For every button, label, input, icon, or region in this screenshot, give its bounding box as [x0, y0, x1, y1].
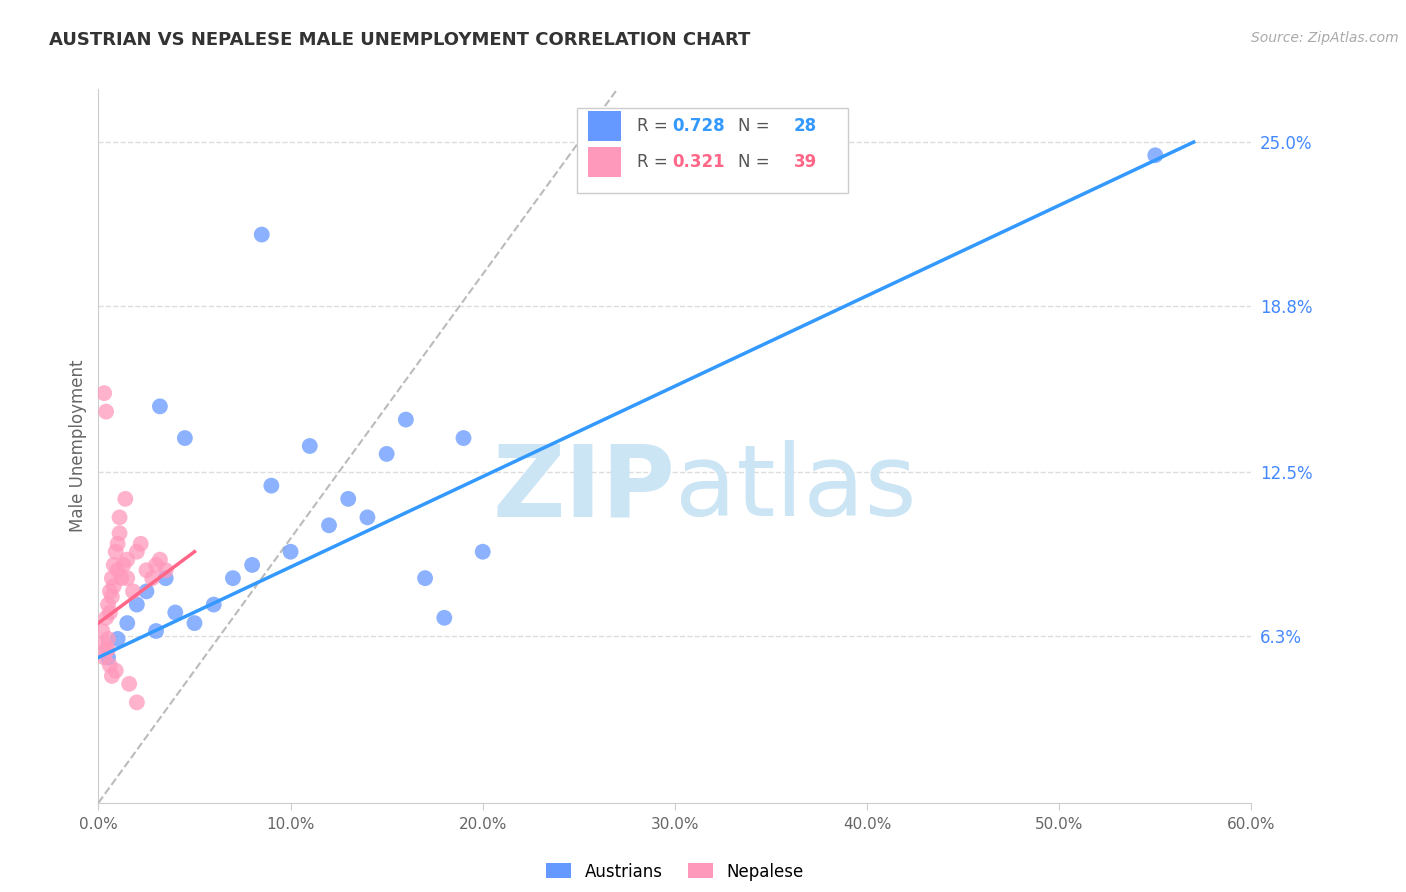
Point — [260, 478, 283, 492]
Point — [97, 650, 120, 665]
Text: Source: ZipAtlas.com: Source: ZipAtlas.com — [1251, 31, 1399, 45]
Bar — [588, 147, 620, 177]
Point — [110, 571, 132, 585]
Point — [104, 545, 127, 559]
Point — [318, 518, 340, 533]
Point — [112, 558, 135, 572]
Legend: Austrians, Nepalese: Austrians, Nepalese — [540, 856, 810, 888]
Point — [337, 491, 360, 506]
Y-axis label: Male Unemployment: Male Unemployment — [69, 359, 87, 533]
Point — [122, 584, 145, 599]
Point — [165, 606, 187, 620]
Point — [101, 669, 124, 683]
Text: N =: N = — [738, 153, 770, 171]
Point — [413, 571, 436, 585]
Point — [117, 552, 139, 566]
Point — [104, 664, 127, 678]
Point — [118, 677, 141, 691]
Text: 28: 28 — [793, 118, 817, 136]
Bar — [588, 112, 620, 141]
Point — [97, 598, 120, 612]
Point — [103, 579, 125, 593]
FancyBboxPatch shape — [576, 109, 848, 193]
Point — [298, 439, 321, 453]
Point — [108, 526, 131, 541]
Point — [97, 642, 120, 657]
Text: R =: R = — [637, 118, 668, 136]
Point — [101, 571, 124, 585]
Point — [183, 616, 205, 631]
Point — [149, 400, 172, 414]
Point — [356, 510, 378, 524]
Point — [93, 637, 115, 651]
Point — [174, 431, 197, 445]
Point — [117, 616, 139, 631]
Text: ZIP: ZIP — [492, 441, 675, 537]
Point — [145, 558, 167, 572]
Point — [375, 447, 398, 461]
Text: atlas: atlas — [675, 441, 917, 537]
Point — [280, 545, 302, 559]
Point — [155, 571, 177, 585]
Point — [125, 695, 148, 709]
Point — [240, 558, 263, 572]
Point — [97, 632, 120, 646]
Point — [125, 545, 148, 559]
Point — [145, 624, 167, 638]
Point — [103, 558, 125, 572]
Point — [433, 611, 456, 625]
Point — [107, 537, 129, 551]
Text: 39: 39 — [793, 153, 817, 171]
Text: 0.728: 0.728 — [672, 118, 725, 136]
Point — [135, 563, 157, 577]
Point — [149, 552, 172, 566]
Point — [222, 571, 245, 585]
Point — [108, 510, 131, 524]
Point — [107, 563, 129, 577]
Point — [125, 598, 148, 612]
Point — [453, 431, 475, 445]
Point — [93, 386, 115, 401]
Point — [94, 404, 117, 418]
Point — [155, 563, 177, 577]
Point — [1144, 148, 1167, 162]
Point — [395, 412, 418, 426]
Point — [94, 642, 117, 657]
Text: AUSTRIAN VS NEPALESE MALE UNEMPLOYMENT CORRELATION CHART: AUSTRIAN VS NEPALESE MALE UNEMPLOYMENT C… — [49, 31, 751, 49]
Point — [117, 571, 139, 585]
Point — [93, 650, 115, 665]
Point — [94, 611, 117, 625]
Text: N =: N = — [738, 118, 770, 136]
Point — [107, 632, 129, 646]
Point — [98, 606, 121, 620]
Point — [250, 227, 273, 242]
Point — [129, 537, 152, 551]
Point — [91, 624, 114, 638]
Point — [471, 545, 494, 559]
Point — [135, 584, 157, 599]
Point — [141, 571, 163, 585]
Text: R =: R = — [637, 153, 668, 171]
Text: 0.321: 0.321 — [672, 153, 725, 171]
Point — [202, 598, 225, 612]
Point — [101, 590, 124, 604]
Point — [114, 491, 136, 506]
Point — [98, 584, 121, 599]
Point — [98, 658, 121, 673]
